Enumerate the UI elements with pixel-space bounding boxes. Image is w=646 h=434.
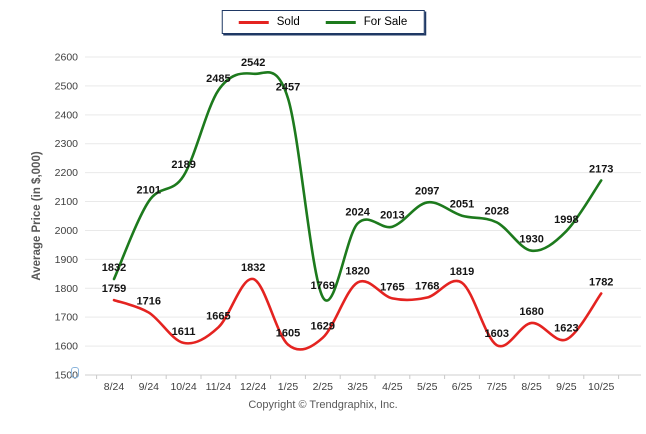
- for-sale-data-label: 1832: [102, 262, 126, 274]
- x-tick-label: 11/24: [206, 381, 232, 393]
- x-tick-label: 9/25: [556, 381, 577, 393]
- sold-data-label: 1832: [241, 262, 265, 274]
- legend-label-sold: Sold: [276, 16, 300, 28]
- for-sale-data-label: 2189: [171, 159, 195, 171]
- for-sale-data-label: 2024: [345, 207, 370, 219]
- y-tick-label: 2400: [55, 109, 79, 121]
- for-sale-data-label: 2457: [276, 81, 300, 93]
- for-sale-data-label: 2013: [380, 210, 404, 222]
- sold-data-label: 1623: [554, 322, 578, 334]
- y-axis-title: Average Price (in $,000): [31, 151, 43, 281]
- for-sale-data-label: 2485: [206, 73, 230, 85]
- for-sale-data-label: 2051: [450, 199, 474, 211]
- y-tick-label: 1600: [55, 341, 79, 353]
- for-sale-data-label: 2173: [589, 163, 613, 175]
- sold-data-label: 1611: [172, 326, 196, 338]
- legend-swatch-for-sale: [325, 20, 356, 24]
- legend-swatch-sold: [238, 20, 269, 24]
- x-tick-label: 10/25: [588, 381, 614, 393]
- y-tick-label: 1500: [55, 370, 79, 382]
- x-tick-label: 8/24: [104, 381, 125, 393]
- legend-label-for-sale: For Sale: [363, 16, 408, 28]
- for-sale-data-label: 1998: [554, 214, 578, 226]
- y-tick-label: 1700: [55, 312, 79, 324]
- sold-data-label: 1716: [137, 296, 161, 308]
- y-tick-label: 2500: [55, 80, 79, 92]
- for-sale-data-label: 1769: [311, 280, 335, 292]
- y-tick-label: 2600: [55, 52, 79, 64]
- for-sale-line: [112, 71, 603, 302]
- x-tick-label: 12/24: [240, 381, 266, 393]
- for-sale-data-label: 2542: [241, 57, 265, 69]
- y-tick-label: 1800: [55, 283, 79, 295]
- for-sale-data-label: 2097: [415, 185, 439, 197]
- x-tick-label: 1/25: [278, 381, 299, 393]
- x-tick-label: 10/24: [170, 381, 196, 393]
- x-tick-label: 8/25: [521, 381, 542, 393]
- x-tick-label: 9/24: [139, 381, 160, 393]
- sold-data-label: 1759: [102, 283, 126, 295]
- y-tick-label: 1900: [55, 254, 79, 266]
- sold-line: [112, 277, 603, 351]
- y-tick-label: 2100: [55, 196, 79, 208]
- sold-data-label: 1605: [276, 328, 300, 340]
- origin-marker: [71, 367, 79, 378]
- sold-data-label: 1603: [485, 328, 509, 340]
- sold-data-label: 1820: [345, 265, 369, 277]
- sold-data-label: 1629: [311, 321, 335, 333]
- x-tick-label: 3/25: [347, 381, 368, 393]
- sold-data-label: 1665: [206, 310, 230, 322]
- x-tick-label: 6/25: [452, 381, 473, 393]
- sold-data-label: 1782: [589, 276, 613, 288]
- x-tick-label: 2/25: [313, 381, 334, 393]
- y-tick-label: 2300: [55, 138, 79, 150]
- y-tick-label: 2200: [55, 167, 79, 179]
- sold-data-label: 1768: [415, 281, 439, 293]
- for-sale-data-label: 1930: [519, 234, 543, 246]
- chart-legend: Sold For Sale: [221, 10, 425, 34]
- sold-data-label: 1765: [380, 281, 404, 293]
- sold-data-label: 1819: [450, 266, 474, 278]
- copyright-text: Copyright © Trendgraphix, Inc.: [248, 399, 398, 411]
- x-tick-label: 5/25: [417, 381, 438, 393]
- for-sale-data-label: 2028: [485, 205, 509, 217]
- for-sale-data-label: 2101: [137, 184, 161, 196]
- y-tick-label: 2000: [55, 225, 79, 237]
- x-tick-label: 7/25: [487, 381, 508, 393]
- x-tick-label: 4/25: [382, 381, 403, 393]
- sold-data-label: 1680: [519, 306, 543, 318]
